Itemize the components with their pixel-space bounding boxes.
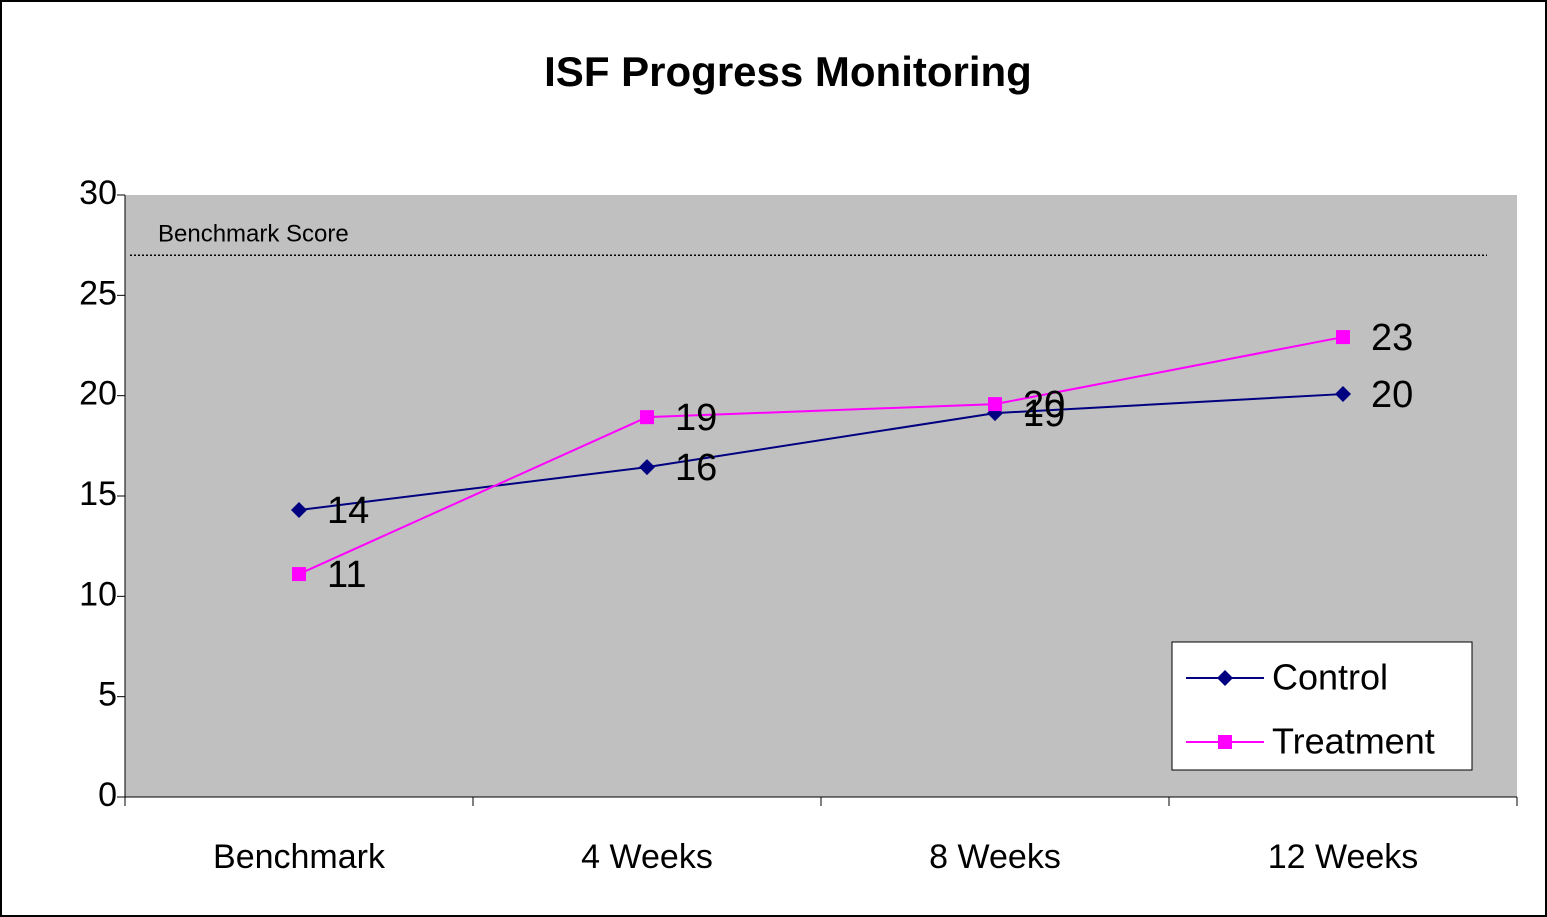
series-line (298, 336, 1344, 575)
y-tick-label: 20 (79, 375, 117, 413)
data-label: 11 (327, 554, 366, 596)
point (292, 567, 306, 582)
point (1336, 330, 1350, 345)
data-label: 20 (1023, 384, 1065, 426)
y-tick-label: 5 (98, 676, 117, 714)
data-label: 20 (1371, 374, 1413, 416)
y-tick-label: 0 (98, 776, 117, 814)
x-tick-label: 4 Weeks (581, 838, 713, 876)
y-tick-label: 30 (79, 174, 117, 212)
x-tick-label: 12 Weeks (1268, 838, 1419, 876)
y-tick-label: 25 (79, 274, 117, 312)
data-label: 19 (1023, 393, 1065, 435)
x-tick-label: 8 Weeks (929, 838, 1061, 876)
data-label: 14 (327, 490, 369, 532)
legend-label: Control (1272, 657, 1388, 698)
legend-marker (1217, 670, 1233, 686)
point (639, 459, 655, 476)
chart-title: ISF Progress Monitoring (544, 48, 1032, 95)
point (291, 502, 307, 519)
point (640, 410, 654, 425)
legend-marker (1218, 735, 1232, 749)
point (1335, 386, 1351, 403)
legend-label: Treatment (1272, 721, 1435, 762)
point (988, 397, 1002, 412)
y-tick-label: 15 (79, 475, 117, 513)
series-line (298, 393, 1344, 512)
data-label: 16 (675, 447, 717, 489)
data-label: 19 (675, 397, 717, 439)
benchmark-label: Benchmark Score (158, 221, 349, 248)
y-tick-label: 10 (79, 575, 117, 613)
x-tick-label: Benchmark (213, 838, 386, 876)
data-label: 23 (1371, 317, 1413, 359)
